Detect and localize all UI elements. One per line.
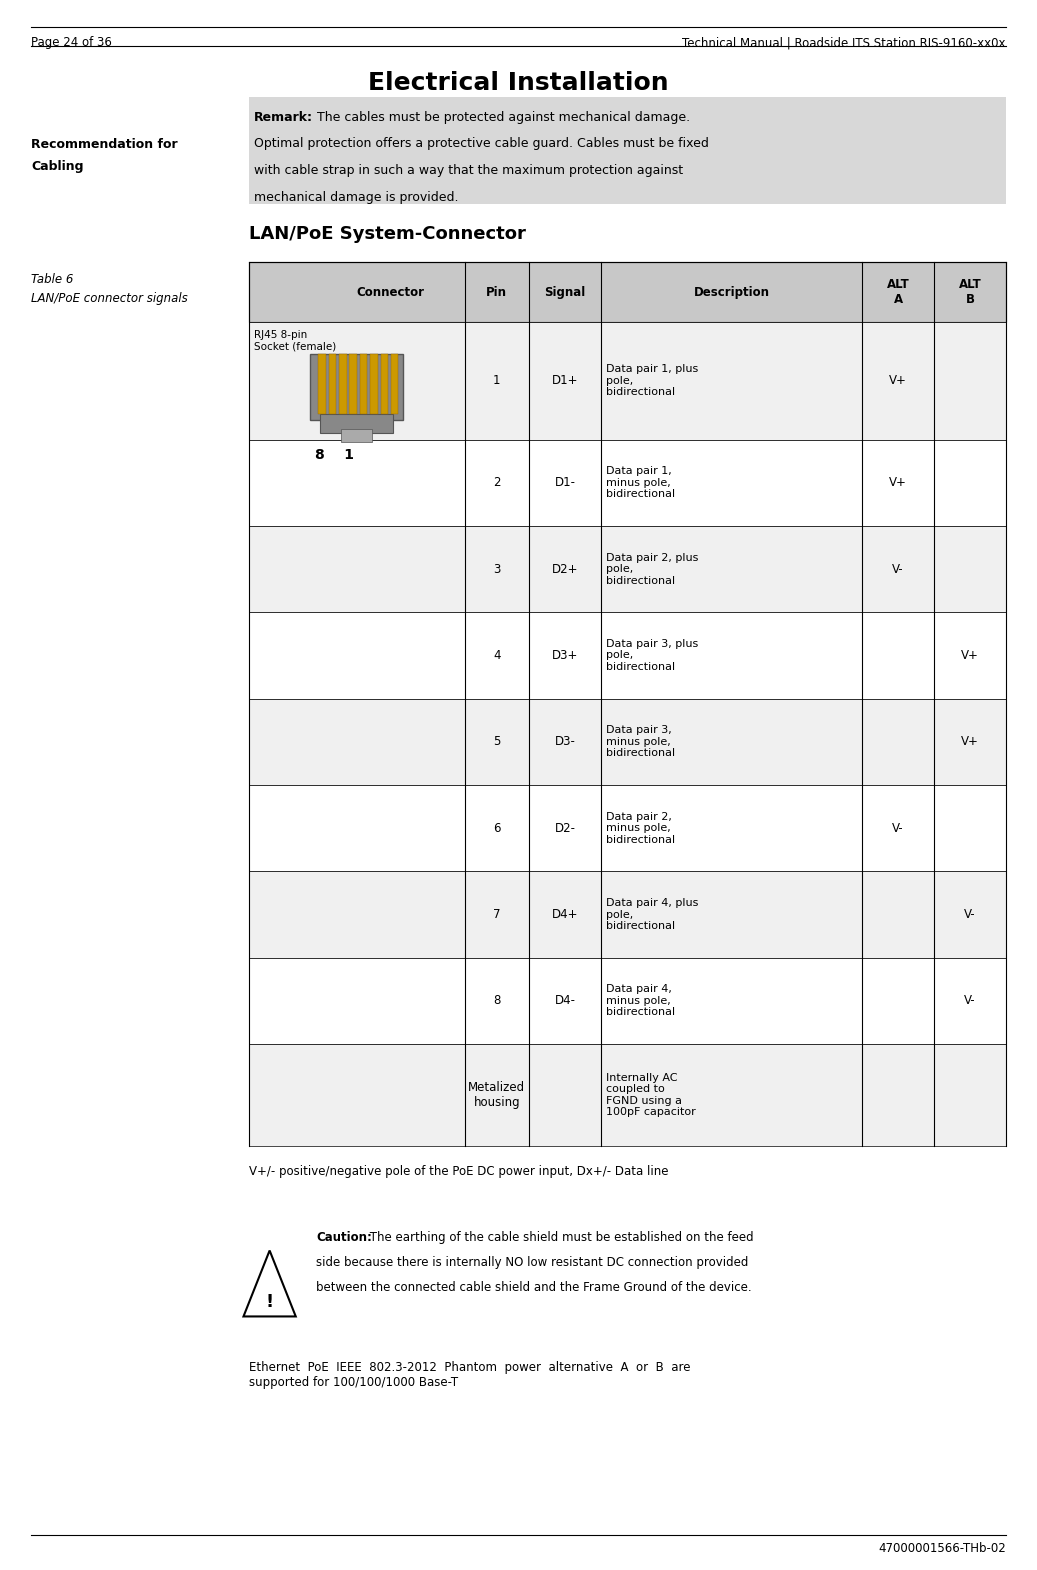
Text: D3-: D3- [555, 735, 576, 749]
Bar [249, 699, 1006, 785]
Bar [249, 526, 1006, 612]
Text: Cabling: Cabling [31, 160, 84, 173]
Text: The earthing of the cable shield must be established on the feed: The earthing of the cable shield must be… [366, 1231, 754, 1243]
Text: LAN/PoE connector signals: LAN/PoE connector signals [31, 292, 188, 305]
Text: with cable strap in such a way that the maximum protection against: with cable strap in such a way that the … [254, 165, 683, 177]
Text: Description: Description [694, 286, 769, 298]
Text: D1+: D1+ [552, 374, 579, 388]
Bar [249, 871, 1006, 958]
Text: V-: V- [964, 907, 976, 922]
Text: 4: 4 [493, 648, 501, 663]
Bar [249, 151, 1006, 177]
Text: V-: V- [892, 562, 904, 576]
Text: LAN/PoE System-Connector: LAN/PoE System-Connector [249, 225, 526, 242]
Text: D4+: D4+ [552, 907, 579, 922]
Bar [249, 440, 1006, 526]
Bar [360, 355, 367, 414]
Text: 3: 3 [494, 562, 501, 576]
Text: 1: 1 [493, 374, 501, 388]
Text: Data pair 4,
minus pole,
bidirectional: Data pair 4, minus pole, bidirectional [606, 984, 675, 1017]
Text: Optimal protection offers a protective cable guard. Cables must be fixed: Optimal protection offers a protective c… [254, 138, 709, 151]
Text: mechanical damage is provided.: mechanical damage is provided. [254, 192, 458, 204]
Text: ALT
B: ALT B [958, 278, 981, 306]
Text: Signal: Signal [544, 286, 586, 298]
Text: Caution:: Caution: [316, 1231, 372, 1243]
Text: D4-: D4- [555, 994, 576, 1008]
Text: Table 6: Table 6 [31, 273, 74, 286]
Bar [249, 97, 1006, 124]
Text: Technical Manual | Roadside ITS Station RIS-9160-xx0x: Technical Manual | Roadside ITS Station … [682, 36, 1006, 49]
Text: Data pair 4, plus
pole,
bidirectional: Data pair 4, plus pole, bidirectional [606, 898, 699, 931]
Text: Data pair 3,
minus pole,
bidirectional: Data pair 3, minus pole, bidirectional [606, 725, 675, 758]
Bar [381, 355, 388, 414]
Bar [339, 355, 346, 414]
Text: Data pair 2, plus
pole,
bidirectional: Data pair 2, plus pole, bidirectional [606, 553, 699, 586]
Text: Data pair 3, plus
pole,
bidirectional: Data pair 3, plus pole, bidirectional [606, 639, 698, 672]
Text: V-: V- [964, 994, 976, 1008]
Text: D1-: D1- [555, 476, 576, 490]
Text: Data pair 1, plus
pole,
bidirectional: Data pair 1, plus pole, bidirectional [606, 364, 698, 397]
Bar [349, 355, 357, 414]
Text: 5: 5 [494, 735, 501, 749]
Text: V+: V+ [889, 374, 907, 388]
Bar [249, 612, 1006, 699]
Text: V+: V+ [961, 735, 979, 749]
Text: 8    1: 8 1 [315, 449, 355, 462]
Polygon shape [244, 1251, 296, 1317]
Text: side because there is internally NO low resistant DC connection provided: side because there is internally NO low … [316, 1256, 749, 1269]
Text: D2-: D2- [555, 821, 576, 835]
Bar [318, 355, 326, 414]
Bar [391, 355, 398, 414]
Bar [341, 430, 372, 443]
Text: ALT
A: ALT A [887, 278, 909, 306]
Text: Recommendation for: Recommendation for [31, 138, 177, 151]
Bar [249, 124, 1006, 151]
Text: Data pair 1,
minus pole,
bidirectional: Data pair 1, minus pole, bidirectional [606, 466, 675, 499]
FancyBboxPatch shape [310, 355, 403, 421]
Text: The cables must be protected against mechanical damage.: The cables must be protected against mec… [313, 110, 691, 124]
Bar [370, 355, 377, 414]
Text: V-: V- [892, 821, 904, 835]
Text: 7: 7 [493, 907, 501, 922]
Text: between the connected cable shield and the Frame Ground of the device.: between the connected cable shield and t… [316, 1281, 752, 1294]
Bar [249, 958, 1006, 1044]
Text: Electrical Installation: Electrical Installation [368, 71, 669, 94]
Text: Remark:: Remark: [254, 110, 313, 124]
Text: 6: 6 [493, 821, 501, 835]
Bar [320, 414, 393, 433]
Text: Internally AC
coupled to
FGND using a
100pF capacitor: Internally AC coupled to FGND using a 10… [606, 1072, 696, 1118]
Text: Connector: Connector [357, 286, 425, 298]
Text: Pin: Pin [486, 286, 507, 298]
Text: 8: 8 [494, 994, 501, 1008]
Text: !: ! [265, 1294, 274, 1311]
Text: Ethernet  PoE  IEEE  802.3-2012  Phantom  power  alternative  A  or  B  are
supp: Ethernet PoE IEEE 802.3-2012 Phantom pow… [249, 1361, 691, 1389]
Text: 2: 2 [493, 476, 501, 490]
Text: D2+: D2+ [552, 562, 579, 576]
Text: Metalized
housing: Metalized housing [469, 1082, 526, 1108]
Text: V+/- positive/negative pole of the PoE DC power input, Dx+/- Data line: V+/- positive/negative pole of the PoE D… [249, 1165, 669, 1178]
Text: Data pair 2,
minus pole,
bidirectional: Data pair 2, minus pole, bidirectional [606, 812, 675, 845]
Text: D3+: D3+ [552, 648, 578, 663]
Bar [329, 355, 336, 414]
Bar [249, 1044, 1006, 1146]
Text: Page 24 of 36: Page 24 of 36 [31, 36, 112, 49]
Bar [249, 262, 1006, 322]
Bar [249, 322, 1006, 440]
Bar [249, 177, 1006, 204]
Text: V+: V+ [889, 476, 907, 490]
Bar [249, 785, 1006, 871]
Text: 47000001566-THb-02: 47000001566-THb-02 [878, 1542, 1006, 1554]
Text: V+: V+ [961, 648, 979, 663]
Text: RJ45 8-pin
Socket (female): RJ45 8-pin Socket (female) [254, 330, 336, 352]
